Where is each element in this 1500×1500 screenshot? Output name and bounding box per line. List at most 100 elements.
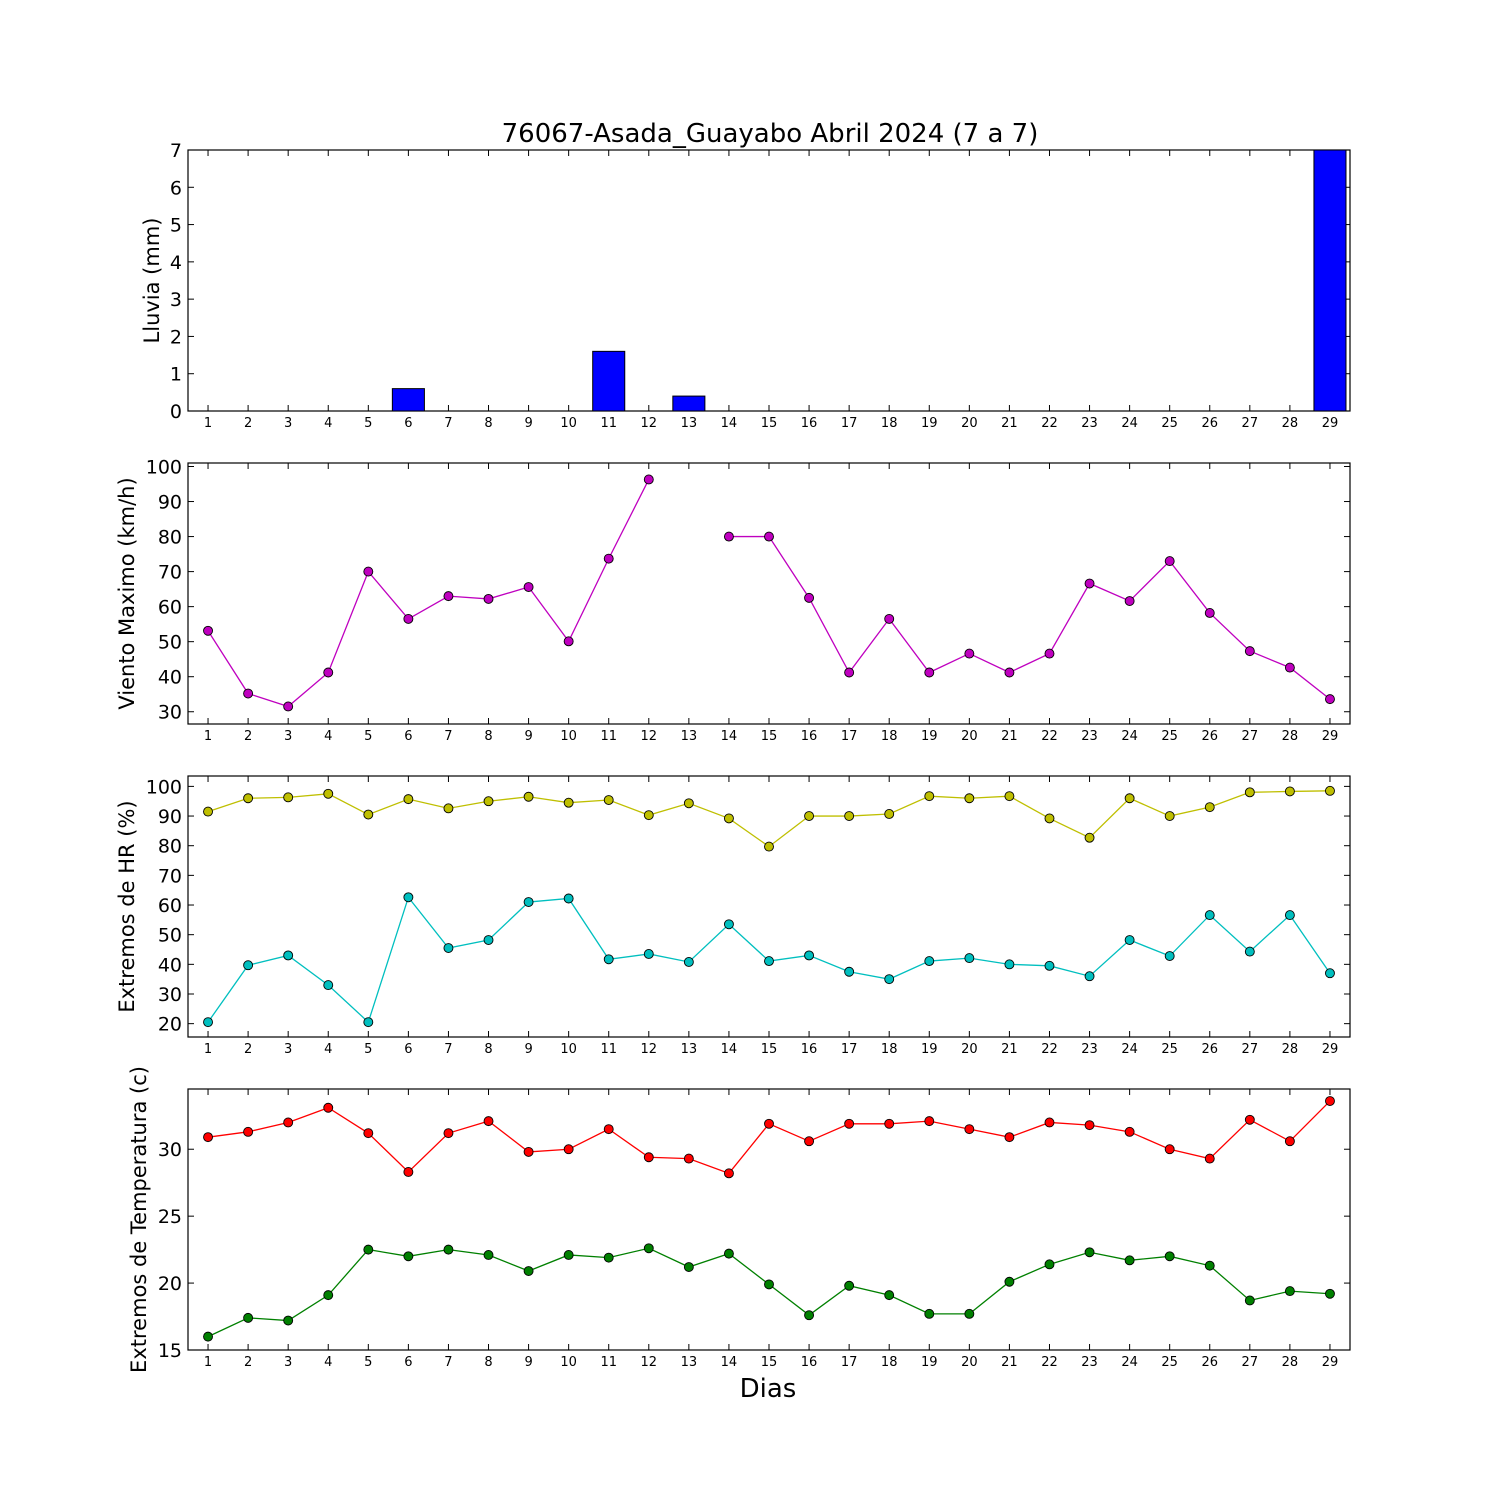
point-hr_min-day-16 bbox=[804, 950, 815, 961]
x-tick-label: 1 bbox=[204, 1355, 212, 1370]
point-temp_max-day-19 bbox=[924, 1116, 935, 1127]
point-temp_max-day-14 bbox=[723, 1168, 734, 1179]
y-tick-label: 30 bbox=[158, 702, 182, 724]
point-viento-day-22 bbox=[1044, 648, 1055, 659]
point-hr_max-day-3 bbox=[283, 792, 294, 803]
point-temp_min-day-18 bbox=[884, 1290, 895, 1301]
point-viento-day-26 bbox=[1204, 607, 1215, 618]
point-temp_max-day-20 bbox=[964, 1124, 975, 1135]
point-hr_min-day-12 bbox=[643, 949, 654, 959]
x-tick-label: 8 bbox=[484, 1355, 492, 1370]
point-hr_max-day-14 bbox=[723, 813, 734, 824]
x-tick-label: 5 bbox=[364, 1042, 372, 1057]
point-temp_min-day-2 bbox=[243, 1312, 254, 1323]
point-temp_min-day-19 bbox=[924, 1308, 935, 1319]
x-tick-label: 1 bbox=[204, 729, 212, 744]
point-hr_min-day-20 bbox=[964, 953, 975, 964]
x-tick-label: 21 bbox=[1001, 1042, 1018, 1057]
point-hr_max-day-22 bbox=[1044, 813, 1055, 824]
point-viento-day-21 bbox=[1004, 667, 1015, 678]
x-tick-label: 28 bbox=[1282, 416, 1299, 431]
x-tick-label: 28 bbox=[1282, 729, 1299, 744]
x-tick-label: 25 bbox=[1161, 416, 1178, 431]
x-tick-label: 18 bbox=[881, 416, 898, 431]
x-tick-label: 15 bbox=[761, 416, 778, 431]
x-tick-label: 21 bbox=[1001, 1355, 1018, 1370]
x-tick-label: 13 bbox=[681, 1042, 698, 1057]
x-tick-label: 14 bbox=[721, 1042, 738, 1057]
y-tick-label: 80 bbox=[158, 836, 182, 858]
x-tick-label: 1 bbox=[204, 1042, 212, 1057]
x-tick-label: 25 bbox=[1161, 1042, 1178, 1057]
point-hr_min-day-27 bbox=[1244, 946, 1255, 957]
x-tick-label: 11 bbox=[600, 729, 617, 744]
x-tick-label: 12 bbox=[641, 729, 658, 744]
point-hr_max-day-24 bbox=[1124, 793, 1135, 804]
point-temp_max-day-21 bbox=[1004, 1132, 1015, 1143]
x-tick-label: 14 bbox=[721, 416, 738, 431]
point-temp_min-day-26 bbox=[1204, 1260, 1215, 1271]
point-hr_min-day-5 bbox=[363, 1017, 374, 1028]
point-temp_max-day-11 bbox=[603, 1124, 614, 1135]
x-tick-label: 15 bbox=[761, 729, 778, 744]
x-tick-label: 8 bbox=[484, 416, 492, 431]
x-tick-label: 19 bbox=[921, 416, 938, 431]
y-tick-label: 100 bbox=[146, 776, 182, 798]
point-temp_max-day-23 bbox=[1084, 1120, 1095, 1131]
point-hr_max-day-11 bbox=[603, 795, 614, 805]
point-temp_min-day-14 bbox=[723, 1248, 734, 1259]
point-hr_max-day-18 bbox=[884, 809, 895, 819]
point-temp_min-day-13 bbox=[683, 1262, 694, 1272]
point-hr_min-day-1 bbox=[203, 1017, 213, 1028]
point-viento-day-17 bbox=[844, 667, 855, 678]
point-temp_min-day-22 bbox=[1044, 1259, 1055, 1270]
y-tick-label: 50 bbox=[158, 632, 182, 654]
x-tick-label: 2 bbox=[244, 416, 252, 431]
y-tick-label: 100 bbox=[146, 457, 182, 479]
x-tick-label: 8 bbox=[484, 1042, 492, 1057]
point-viento-day-9 bbox=[523, 582, 534, 592]
y-tick-label: 2 bbox=[170, 326, 182, 348]
x-tick-label: 16 bbox=[801, 1355, 818, 1370]
point-temp_min-day-9 bbox=[523, 1266, 534, 1276]
point-hr_min-day-8 bbox=[483, 935, 494, 945]
x-tick-label: 7 bbox=[444, 1355, 452, 1370]
point-viento-day-23 bbox=[1084, 578, 1095, 589]
x-tick-label: 18 bbox=[881, 1042, 898, 1057]
point-temp_max-day-5 bbox=[363, 1128, 374, 1139]
point-hr_max-day-23 bbox=[1084, 832, 1095, 843]
x-tick-label: 6 bbox=[404, 1355, 412, 1370]
x-tick-label: 7 bbox=[444, 1042, 452, 1057]
point-hr_max-day-16 bbox=[804, 811, 815, 821]
series-line-viento bbox=[728, 535, 1331, 700]
point-temp_max-day-6 bbox=[403, 1167, 414, 1177]
point-viento-day-11 bbox=[603, 553, 614, 564]
point-hr_min-day-23 bbox=[1084, 971, 1095, 982]
point-hr_max-day-17 bbox=[844, 811, 855, 821]
x-tick-label: 10 bbox=[560, 729, 577, 744]
point-temp_max-day-2 bbox=[243, 1126, 254, 1137]
x-tick-label: 4 bbox=[324, 416, 332, 431]
point-hr_min-day-3 bbox=[283, 950, 294, 961]
x-tick-label: 22 bbox=[1041, 416, 1058, 431]
point-temp_max-day-17 bbox=[844, 1118, 855, 1129]
x-tick-label: 2 bbox=[244, 1355, 252, 1370]
point-viento-day-7 bbox=[443, 591, 454, 602]
y-tick-label: 60 bbox=[158, 597, 182, 619]
x-tick-label: 15 bbox=[761, 1355, 778, 1370]
x-tick-label: 9 bbox=[524, 416, 532, 431]
x-tick-label: 18 bbox=[881, 1355, 898, 1370]
x-tick-label: 24 bbox=[1121, 1042, 1138, 1057]
x-tick-label: 9 bbox=[524, 1042, 532, 1057]
x-tick-label: 10 bbox=[560, 1355, 577, 1370]
y-tick-label: 40 bbox=[158, 954, 182, 976]
point-hr_max-day-1 bbox=[203, 806, 213, 817]
x-tick-label: 29 bbox=[1322, 1042, 1339, 1057]
x-tick-label: 28 bbox=[1282, 1042, 1299, 1057]
y-tick-label: 0 bbox=[170, 401, 182, 423]
series-line-viento bbox=[207, 479, 650, 708]
x-tick-label: 27 bbox=[1242, 1355, 1259, 1370]
x-tick-label: 20 bbox=[961, 416, 978, 431]
point-viento-day-16 bbox=[804, 592, 815, 603]
